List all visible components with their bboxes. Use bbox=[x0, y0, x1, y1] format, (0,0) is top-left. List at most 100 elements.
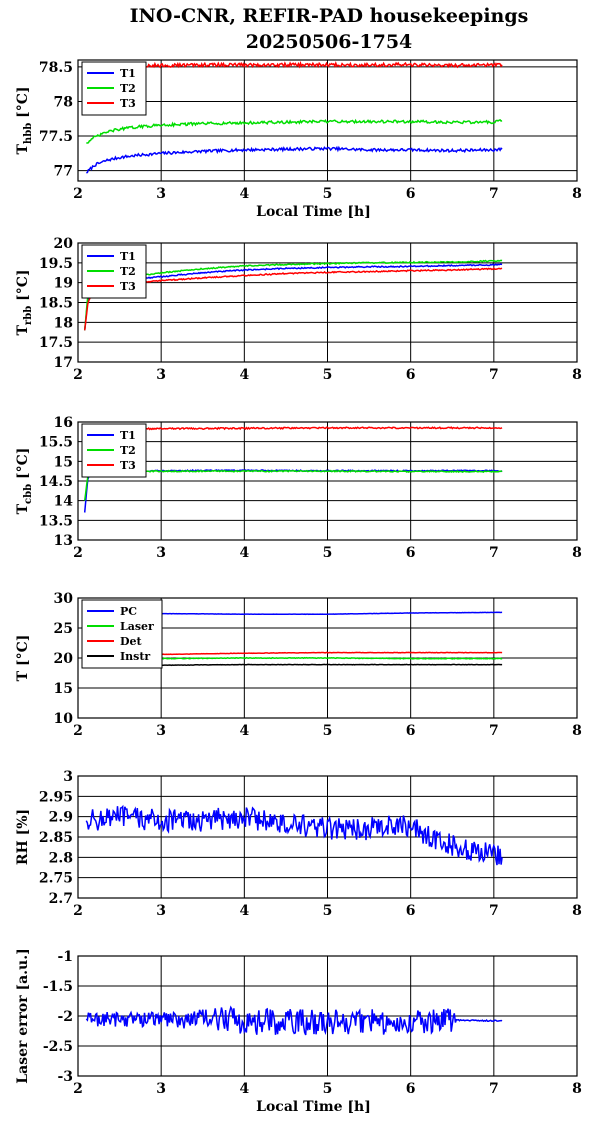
y-tick-label: -1.5 bbox=[43, 979, 73, 995]
figure-title-line2: 20250506-1754 bbox=[246, 31, 413, 53]
y-axis-label: Tcbb [°C] bbox=[15, 448, 34, 515]
legend-label: T3 bbox=[120, 97, 136, 110]
x-tick-label: 2 bbox=[73, 1081, 83, 1097]
x-axis-label: Local Time [h] bbox=[256, 204, 371, 220]
y-tick-label: 14.5 bbox=[39, 474, 73, 490]
plot-frame bbox=[77, 775, 578, 899]
y-tick-label: 30 bbox=[54, 591, 74, 607]
plot-frame bbox=[77, 421, 578, 541]
legend-label: T2 bbox=[120, 265, 136, 278]
y-tick-label: 25 bbox=[54, 621, 73, 637]
x-tick-label: 3 bbox=[156, 186, 166, 202]
x-tick-label: 7 bbox=[489, 545, 499, 561]
x-tick-label: 7 bbox=[489, 723, 499, 739]
x-tick-label: 4 bbox=[239, 367, 249, 383]
series-line-t2 bbox=[83, 469, 503, 501]
x-tick-label: 8 bbox=[572, 1081, 582, 1097]
legend-label: T3 bbox=[120, 280, 136, 293]
chart-rh: 2 3 4 5 6 7 8 2.7 2.75 2.8 2.85 2.9 2.95 3 RH [%] bbox=[15, 769, 582, 919]
y-tick-label: -1 bbox=[57, 949, 73, 965]
y-axis-label: Laser error [a.u.] bbox=[15, 948, 31, 1083]
y-tick-label: 20 bbox=[54, 651, 74, 667]
legend-label: PC bbox=[120, 605, 137, 618]
x-tick-label: 2 bbox=[73, 186, 83, 202]
y-tick-label: 3 bbox=[63, 769, 73, 785]
x-tick-label: 2 bbox=[73, 903, 83, 919]
y-tick-label: 13.5 bbox=[39, 513, 73, 529]
x-axis-label: Local Time [h] bbox=[256, 1099, 371, 1115]
y-tick-label: 16 bbox=[54, 415, 73, 431]
y-tick-label: 18.5 bbox=[39, 296, 73, 312]
y-tick-label: 19 bbox=[54, 276, 73, 292]
x-tick-label: 6 bbox=[406, 903, 416, 919]
chart-rbb: 2 3 4 5 6 7 8 17 17.5 18 18.5 19 19.5 20 Trbb [°C] T1 T2… bbox=[15, 236, 582, 383]
x-tick-label: 2 bbox=[73, 723, 83, 739]
y-tick-label: 15 bbox=[54, 681, 73, 697]
x-tick-label: 7 bbox=[489, 186, 499, 202]
plot-frame bbox=[77, 955, 578, 1077]
x-tick-label: 3 bbox=[156, 723, 166, 739]
y-tick-label: 17 bbox=[54, 355, 73, 371]
legend: T1 T2 T3 bbox=[81, 61, 147, 116]
legend-label: T1 bbox=[120, 429, 136, 442]
x-tick-label: 3 bbox=[156, 903, 166, 919]
x-tick-label: 5 bbox=[323, 367, 333, 383]
legend: T1 T2 T3 bbox=[81, 423, 147, 478]
y-tick-label: -2 bbox=[57, 1009, 73, 1025]
x-tick-label: 7 bbox=[489, 1081, 499, 1097]
y-tick-label: 78 bbox=[54, 94, 73, 110]
legend-label: Instr bbox=[120, 650, 150, 663]
x-tick-label: 6 bbox=[406, 367, 416, 383]
series-line-t3 bbox=[83, 267, 503, 331]
legend: PC Laser Det Instr bbox=[81, 599, 163, 669]
y-tick-label: 2.75 bbox=[39, 871, 73, 887]
x-tick-label: 3 bbox=[156, 367, 166, 383]
x-tick-label: 6 bbox=[406, 186, 416, 202]
y-axis-label: Thbb [°C] bbox=[15, 87, 34, 155]
plot-frame bbox=[77, 597, 578, 719]
chart-temps: 2 3 4 5 6 7 8 10 15 20 25 30 T [°C] PC Laser Det Instr bbox=[15, 591, 582, 739]
y-tick-label: 17.5 bbox=[39, 335, 73, 351]
series-line-t1 bbox=[86, 145, 503, 174]
x-tick-label: 6 bbox=[406, 723, 416, 739]
series-line-t1 bbox=[83, 263, 503, 331]
x-tick-label: 4 bbox=[239, 545, 249, 561]
series-line-t3 bbox=[86, 426, 503, 431]
plot-frame bbox=[77, 242, 578, 363]
legend-label: T1 bbox=[120, 67, 136, 80]
y-tick-label: -3 bbox=[57, 1069, 73, 1085]
x-tick-label: 8 bbox=[572, 545, 582, 561]
y-tick-label: 77 bbox=[54, 164, 73, 180]
figure-title-line1: INO-CNR, REFIR-PAD housekeepings bbox=[130, 5, 529, 27]
x-tick-label: 2 bbox=[73, 545, 83, 561]
x-tick-label: 5 bbox=[323, 186, 333, 202]
y-tick-label: 14 bbox=[54, 494, 74, 510]
series-line-t2 bbox=[83, 259, 503, 331]
series-line bbox=[85, 804, 503, 866]
x-tick-label: 4 bbox=[239, 1081, 249, 1097]
x-tick-label: 8 bbox=[572, 186, 582, 202]
y-axis-label: T [°C] bbox=[15, 635, 31, 682]
y-tick-label: 20 bbox=[54, 236, 74, 252]
y-axis-label: RH [%] bbox=[15, 809, 31, 865]
y-tick-label: 2.85 bbox=[39, 830, 73, 846]
series-line bbox=[85, 1005, 503, 1036]
legend-label: T3 bbox=[120, 459, 136, 472]
x-tick-label: 7 bbox=[489, 903, 499, 919]
legend-label: T2 bbox=[120, 82, 136, 95]
y-tick-label: 13 bbox=[54, 533, 73, 549]
y-tick-label: 10 bbox=[54, 711, 74, 727]
chart-laser: 2 3 4 5 6 7 8 -3 -2.5 -2 -1.5 -1 Laser error [a.u.] L… bbox=[15, 948, 582, 1115]
y-tick-label: 18 bbox=[54, 315, 73, 331]
x-tick-label: 5 bbox=[323, 723, 333, 739]
legend: T1 T2 T3 bbox=[81, 244, 147, 299]
series-line-t2 bbox=[86, 118, 503, 144]
y-axis-label: Trbb [°C] bbox=[15, 270, 34, 336]
y-tick-label: 2.7 bbox=[49, 891, 73, 907]
series-line-t1 bbox=[83, 468, 503, 513]
x-tick-label: 5 bbox=[323, 903, 333, 919]
x-tick-label: 4 bbox=[239, 723, 249, 739]
x-tick-label: 4 bbox=[239, 186, 249, 202]
